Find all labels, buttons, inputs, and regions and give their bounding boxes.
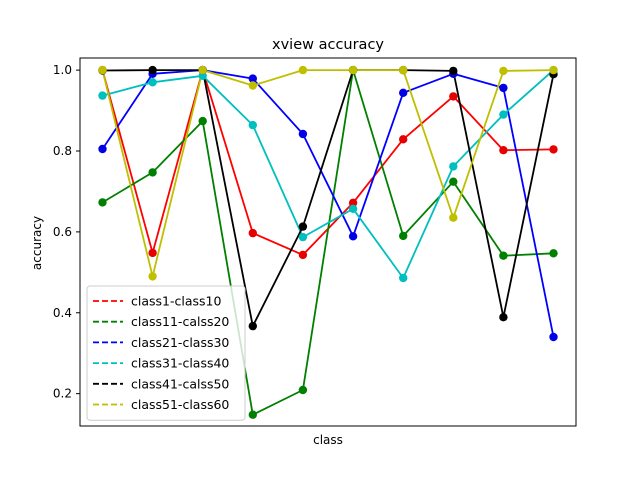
series-line-5: [102, 69, 555, 328]
data-point: [399, 88, 408, 98]
y-axis-label: accuracy: [30, 216, 44, 270]
data-point: [499, 313, 508, 322]
data-point: [148, 65, 157, 75]
data-point: [298, 222, 308, 231]
legend-label: class1-class10: [131, 294, 221, 309]
data-point: [449, 66, 458, 76]
y-tick-label: 0.8: [53, 144, 72, 158]
data-point: [449, 92, 458, 101]
data-point: [248, 321, 257, 331]
data-point: [248, 120, 257, 130]
data-point: [549, 65, 558, 75]
series-line-2: [102, 69, 554, 416]
data-point: [248, 228, 257, 238]
data-point: [298, 232, 308, 242]
legend-label: class51-class60: [131, 397, 229, 412]
data-point: [499, 251, 508, 260]
data-point: [449, 162, 458, 171]
series-line-4: [102, 69, 555, 279]
data-point: [348, 198, 358, 207]
data-point: [198, 65, 207, 75]
data-point: [399, 65, 408, 75]
legend-label: class41-calss50: [131, 376, 229, 391]
data-point: [348, 204, 358, 213]
x-axis-label: class: [313, 433, 343, 447]
data-point: [549, 332, 558, 342]
data-point: [499, 66, 508, 76]
data-point: [98, 144, 107, 154]
data-point: [148, 168, 157, 177]
series-line-6: [101, 69, 554, 278]
data-point: [298, 385, 308, 395]
series-line-3: [101, 69, 555, 338]
y-tick-label: 1.0: [53, 63, 72, 77]
data-point: [399, 135, 408, 144]
data-point: [499, 83, 508, 93]
axes: 0.2 0.4 0.6 0.8 1.0: [53, 57, 577, 427]
data-point: [499, 110, 508, 119]
data-point: [248, 410, 257, 419]
legend: class1-class10 class11-calss20 class21-cla…: [86, 285, 246, 421]
y-tick-label: 0.4: [53, 306, 72, 320]
data-point: [198, 116, 207, 126]
y-tick-label: 0.6: [53, 225, 72, 239]
data-point: [549, 249, 558, 258]
data-point: [348, 232, 358, 241]
data-point: [298, 250, 308, 260]
data-point: [98, 198, 107, 207]
plot-area: [98, 65, 558, 419]
data-point: [148, 78, 157, 87]
data-point: [449, 177, 458, 186]
data-point: [98, 91, 107, 100]
legend-label: class21-class30: [131, 335, 229, 350]
data-point: [298, 65, 308, 75]
data-point: [399, 231, 408, 241]
data-point: [449, 213, 458, 222]
data-point: [499, 146, 508, 155]
y-tick-label: 0.2: [53, 387, 72, 401]
data-point: [98, 65, 107, 75]
data-point: [399, 273, 408, 283]
data-point: [248, 74, 257, 83]
data-point: [298, 129, 308, 139]
data-point: [148, 272, 157, 281]
data-point: [549, 145, 558, 154]
axes-frame: [79, 57, 577, 427]
legend-box: [86, 285, 246, 421]
legend-label: class11-calss20: [131, 314, 229, 329]
chart-title: xview accuracy: [272, 37, 384, 53]
legend-label: class31-class40: [131, 356, 229, 371]
data-point: [348, 65, 358, 75]
data-point: [148, 248, 157, 258]
data-point: [248, 81, 257, 90]
